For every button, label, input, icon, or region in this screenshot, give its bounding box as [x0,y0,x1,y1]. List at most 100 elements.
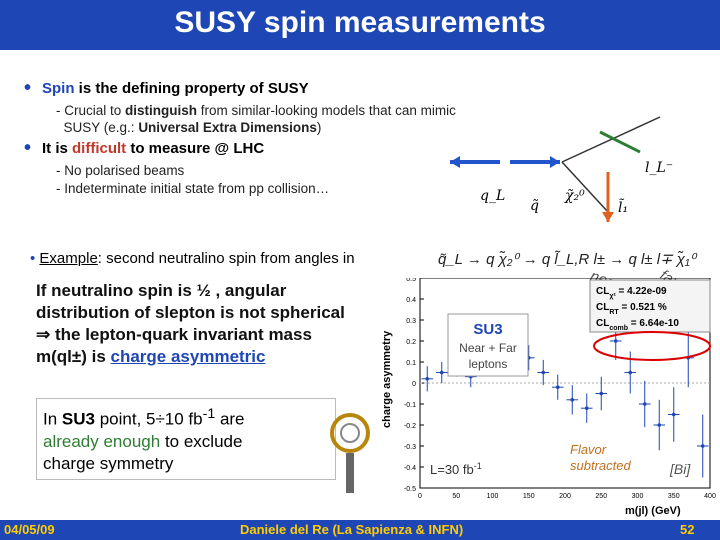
flavor-label-1: Flavor [570,442,607,457]
data-point [570,398,575,402]
su3-box-sub1: Near + Far [459,341,517,355]
footer-date: 04/05/09 [4,522,55,537]
para-line-3: ⇒ the lepton-quark invariant mass [36,325,312,344]
data-point [555,385,560,389]
x-ticks: 0 50 100 150 200 250 300 350 400 [418,493,716,500]
decay-diagram: q_L q̃ χ̃₂⁰ l_L⁻ l̃₁ [450,116,673,222]
bullet-2-red: difficult [72,140,127,157]
y-tick-label: -0.5 [404,486,416,493]
note-a: In [43,409,62,429]
cl-highlight [593,331,711,361]
charge-asymmetry-chart: -0.5 -0.4 -0.3 -0.2 -0.1 0 0.1 0.2 0.3 0.4 0.5 0 50… [381,278,716,517]
x-tick-label: 250 [595,493,607,500]
su3-box-title: SU3 [473,321,502,338]
example-rest: : second neutralino spin from angles in [97,250,355,267]
su3-box-sub2: leptons [469,357,508,371]
green-arrow [599,130,641,154]
su3-note-box: In SU3 point, 5÷10 fb-1 are already enou… [36,398,336,480]
bullet-dot: • [24,137,32,159]
y-tick-label: 0.5 [406,278,416,283]
example-line: • Example: second neutralino spin from a… [30,250,355,267]
x-tick-label: 300 [632,493,644,500]
y-tick-label: -0.2 [404,423,416,430]
lumi-label: L=30 fb-1 [430,461,482,477]
example-dot: • [30,250,40,267]
label-lL: l_L⁻ [645,160,673,176]
cl-row: CLcomb = 6.64e-10 [596,318,679,332]
cl-row: CLRT = 0.521 % [596,302,667,316]
su3-box [447,313,529,377]
bi-label: [Bi] [669,461,691,477]
example-lead: Example [39,250,98,267]
bullet-2-lead: It is [42,140,73,157]
label-l1: l̃₁ [618,198,628,216]
paragraph-spin: If neutralino spin is ½ , angular distri… [36,280,376,368]
label-qL: q_L [480,188,505,204]
y-axis-label: charge asymmetry [381,330,393,428]
label-chi2: χ̃₂⁰ [564,188,585,204]
y-tick-label: 0 [412,381,416,388]
y-tick-label: 0.3 [406,318,416,325]
arrowhead-right [550,156,560,168]
note-f: already enough [43,431,161,451]
cl-rows: CLχ² = 4.22e-09 CLRT = 0.521 % CLcomb = 6.… [596,286,679,332]
bullet-dot: • [24,77,32,99]
data-point [541,370,546,375]
y-tick-label: 0.1 [406,360,416,367]
note-b: SU3 [61,409,95,429]
bullet-1-rest: is the defining property of SUSY [74,80,309,97]
lepton-line-down [561,161,609,213]
y-tick-label: -0.3 [404,444,416,451]
sub-1e: Universal Extra Dimensions [138,120,317,135]
para-line-4a: m(ql±) is [36,347,111,366]
bullet-1-lead: Spin [42,80,75,97]
lepton-line-up [561,116,661,163]
cl-box [589,279,711,333]
data-point [628,370,633,375]
x-tick-label: 150 [523,493,535,500]
sub-1f: ) [316,120,322,135]
y-tick-label: -0.1 [404,402,416,409]
y-ticks: -0.5 -0.4 -0.3 -0.2 -0.1 0 0.1 0.2 0.3 0.4 0.5 [404,278,424,493]
slide-title: SUSY spin measurements [174,6,546,39]
para-line-4b: charge asymmetric [110,347,266,366]
y-tick-label: 0.4 [406,297,416,304]
data-point [657,423,662,427]
note-e: are [215,409,245,429]
label-qtilde: q̃ [530,198,539,214]
x-tick-label: 100 [487,493,499,500]
bullet-2: • It is difficult to measure @ LHC [24,137,265,159]
y-tick-label: -0.4 [404,465,416,472]
x-tick-label: 200 [559,493,571,500]
note-d: -1 [202,406,216,422]
note-c: point, 5÷10 fb [94,409,203,429]
bullet-1: • Spin is the defining property of SUSY [24,77,309,99]
x-tick-label: 0 [418,493,422,500]
sub-1c: from similar-looking models that can mim… [197,103,456,118]
note-h: charge symmetry [43,453,174,473]
arrowhead-left [450,156,460,168]
data-point [700,444,705,448]
sub-2: - No polarised beams [56,163,185,178]
footer-author: Daniele del Re (La Sapienza & INFN) [240,522,464,537]
sub-1: - Crucial to distinguish from similar-lo… [56,102,456,136]
data-point [671,412,676,417]
title-bar [0,0,720,50]
emblem-icon [330,413,370,493]
footer-page: 52 [680,522,695,537]
y-tick-label: 0.2 [406,339,416,346]
cl-row: CLχ² = 4.22e-09 [596,286,667,300]
sub-3: - Indeterminate initial state from pp co… [56,181,330,196]
note-g: to exclude [160,431,243,451]
flavor-label-2: subtracted [570,458,631,473]
x-tick-label: 50 [452,493,460,500]
sub-1d: SUSY (e.g.: [63,120,139,135]
x-axis-label: m(jl) (GeV) [625,505,681,517]
bullet-2-rest: to measure @ LHC [126,140,265,157]
x-tick-label: 400 [704,493,716,500]
para-line-2: distribution of slepton is not spherical [36,303,345,322]
sub-1a: - Crucial to [56,103,126,118]
sub-1b: distinguish [125,103,198,118]
x-tick-label: 350 [668,493,680,500]
data-point [599,391,604,396]
